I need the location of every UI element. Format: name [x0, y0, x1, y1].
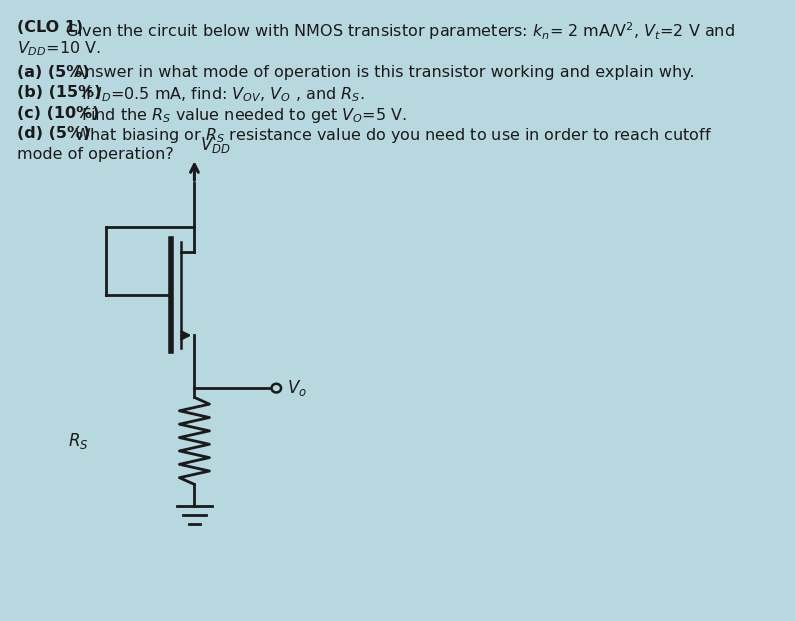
Text: Answer in what mode of operation is this transistor working and explain why.: Answer in what mode of operation is this… [74, 65, 694, 79]
Text: $V_{DD}$=10 V.: $V_{DD}$=10 V. [17, 40, 101, 58]
Text: $R_S$: $R_S$ [68, 431, 89, 451]
Text: $V_o$: $V_o$ [286, 378, 306, 398]
Text: Given the circuit below with NMOS transistor parameters: $k_n$= 2 mA/V$^2$, $V_t: Given the circuit below with NMOS transi… [65, 20, 735, 42]
Text: If $I_D$=0.5 mA, find: $V_{OV}$, $V_O$ , and $R_S$.: If $I_D$=0.5 mA, find: $V_{OV}$, $V_O$ ,… [81, 85, 365, 104]
Text: (d) (5%): (d) (5%) [17, 126, 91, 141]
Text: Find the $R_S$ value needed to get $V_O$=5 V.: Find the $R_S$ value needed to get $V_O$… [81, 106, 407, 125]
Circle shape [272, 384, 281, 392]
Text: (CLO 1): (CLO 1) [17, 20, 83, 35]
Text: (b) (15%): (b) (15%) [17, 85, 102, 100]
Text: What biasing or $R_S$ resistance value do you need to use in order to reach cuto: What biasing or $R_S$ resistance value d… [74, 126, 712, 145]
Text: (c) (10%): (c) (10%) [17, 106, 99, 120]
Text: mode of operation?: mode of operation? [17, 147, 174, 161]
Text: (a) (5%): (a) (5%) [17, 65, 90, 79]
Text: $V_{DD}$: $V_{DD}$ [200, 135, 231, 155]
